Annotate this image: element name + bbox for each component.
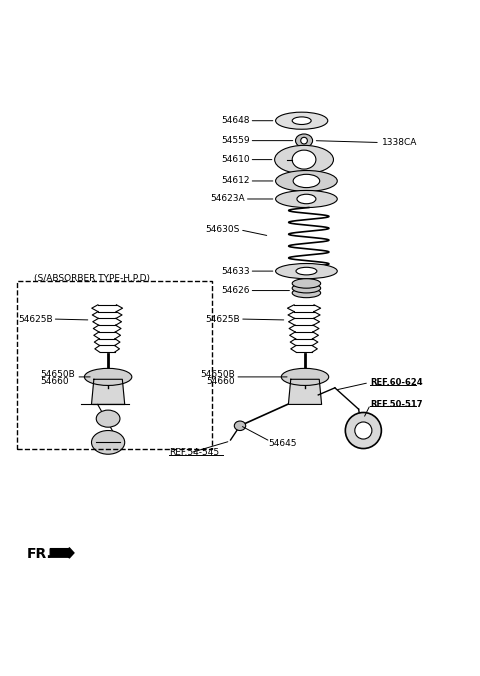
Ellipse shape: [276, 170, 337, 191]
Ellipse shape: [292, 283, 321, 293]
Ellipse shape: [292, 117, 311, 124]
Ellipse shape: [234, 421, 246, 431]
Ellipse shape: [84, 368, 132, 385]
FancyArrow shape: [50, 548, 74, 558]
Text: 54625B: 54625B: [18, 314, 53, 324]
Text: (S/ABSORBER TYPE-H.P.D): (S/ABSORBER TYPE-H.P.D): [34, 274, 150, 283]
Text: 54660: 54660: [41, 377, 69, 386]
Text: 54626: 54626: [221, 286, 250, 295]
Ellipse shape: [92, 431, 125, 454]
Ellipse shape: [292, 150, 316, 169]
Text: 54559: 54559: [221, 136, 250, 145]
Ellipse shape: [96, 410, 120, 427]
Ellipse shape: [292, 279, 321, 288]
Text: 54645: 54645: [268, 439, 297, 448]
Text: FR.: FR.: [26, 547, 52, 561]
Ellipse shape: [297, 194, 316, 203]
Ellipse shape: [296, 134, 312, 147]
Ellipse shape: [281, 368, 329, 385]
Text: 54630S: 54630S: [205, 225, 240, 235]
Text: 54660: 54660: [206, 377, 235, 386]
Text: REF.60-624: REF.60-624: [371, 378, 423, 387]
Ellipse shape: [276, 264, 337, 279]
Ellipse shape: [292, 288, 321, 297]
Ellipse shape: [296, 267, 317, 275]
Polygon shape: [288, 379, 322, 404]
Text: 54633: 54633: [221, 266, 250, 276]
Text: 54610: 54610: [221, 155, 250, 164]
Text: 54612: 54612: [221, 176, 250, 185]
Ellipse shape: [355, 422, 372, 439]
Text: 54623A: 54623A: [210, 195, 245, 203]
Text: 54625B: 54625B: [205, 314, 240, 324]
Ellipse shape: [293, 174, 320, 188]
Ellipse shape: [276, 191, 337, 208]
Ellipse shape: [345, 412, 382, 449]
Ellipse shape: [276, 112, 328, 129]
Polygon shape: [92, 379, 125, 404]
Text: 1338CA: 1338CA: [383, 138, 418, 147]
Ellipse shape: [301, 137, 307, 144]
Text: 54650B: 54650B: [201, 370, 235, 379]
Ellipse shape: [275, 145, 334, 174]
Text: 54648: 54648: [221, 116, 250, 125]
Text: 54650B: 54650B: [41, 370, 75, 379]
Text: REF.54-545: REF.54-545: [169, 448, 219, 458]
Text: REF.50-517: REF.50-517: [371, 400, 423, 409]
